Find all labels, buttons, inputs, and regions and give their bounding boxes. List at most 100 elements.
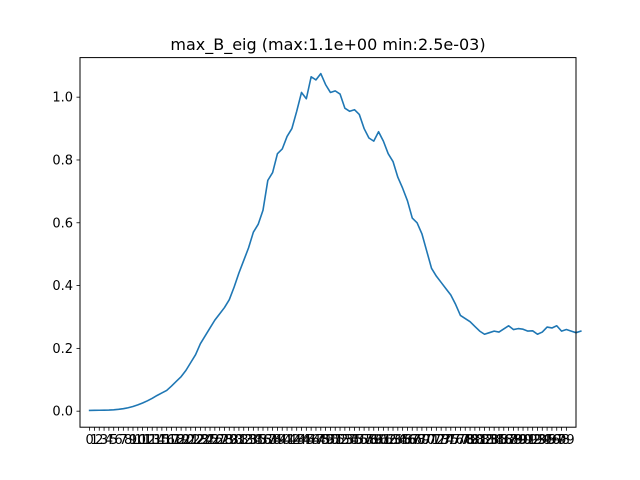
x-tick-label: 73 (433, 433, 450, 448)
x-tick-label: 50 (322, 433, 339, 448)
x-tick-label: 47 (308, 433, 325, 448)
x-tick-label: 84 (486, 433, 503, 448)
x-tick-label: 77 (452, 433, 469, 448)
x-tick-label: 13 (144, 433, 161, 448)
x-tick-label: 2 (95, 433, 103, 448)
x-tick-label: 85 (491, 433, 508, 448)
x-tick-label: 1 (90, 433, 98, 448)
x-tick-label: 94 (534, 433, 551, 448)
x-tick-label: 92 (524, 433, 541, 448)
x-tick-label: 72 (428, 433, 445, 448)
x-tick-label: 21 (182, 433, 199, 448)
x-tick-label: 79 (462, 433, 479, 448)
x-tick-label: 98 (553, 433, 570, 448)
x-tick-label: 10 (130, 433, 147, 448)
x-tick-label: 12 (139, 433, 156, 448)
x-tick-label: 15 (154, 433, 171, 448)
x-tick-label: 38 (264, 433, 281, 448)
x-tick-label: 39 (269, 433, 286, 448)
x-tick-label: 3 (100, 433, 108, 448)
x-tick-label: 23 (192, 433, 209, 448)
x-tick-label: 46 (303, 433, 320, 448)
x-tick-label: 63 (385, 433, 402, 448)
x-tick-label: 43 (288, 433, 305, 448)
x-tick-label: 14 (149, 433, 166, 448)
x-tick-label: 4 (105, 433, 113, 448)
x-tick-label: 96 (544, 433, 561, 448)
x-tick-label: 48 (313, 433, 330, 448)
x-tick-label: 55 (346, 433, 363, 448)
x-tick-label: 22 (187, 433, 204, 448)
x-tick-label: 75 (443, 433, 460, 448)
x-tick-label: 97 (548, 433, 565, 448)
x-tick-label: 25 (202, 433, 219, 448)
x-tick-label: 68 (409, 433, 426, 448)
x-tick-label: 17 (163, 433, 180, 448)
y-tick-label: 0.8 (52, 153, 73, 168)
x-tick-label: 19 (173, 433, 190, 448)
x-tick-label: 65 (394, 433, 411, 448)
x-tick-label: 8 (124, 433, 132, 448)
x-tick-label: 29 (221, 433, 238, 448)
chart-title: max_B_eig (max:1.1e+00 min:2.5e-03) (170, 35, 485, 55)
x-tick-label: 11 (134, 433, 151, 448)
x-tick-label: 89 (510, 433, 527, 448)
x-tick-label: 66 (399, 433, 416, 448)
x-tick-label: 41 (279, 433, 296, 448)
x-tick-label: 32 (235, 433, 252, 448)
x-tick-label: 83 (481, 433, 498, 448)
y-tick-label: 0.2 (52, 342, 73, 357)
x-tick-label: 36 (255, 433, 272, 448)
x-tick-label: 20 (178, 433, 195, 448)
x-tick-label: 70 (418, 433, 435, 448)
x-tick-label: 24 (197, 433, 214, 448)
y-axis: 0.0 0.2 0.4 0.6 0.8 1.0 (52, 91, 80, 420)
x-tick-label: 81 (471, 433, 488, 448)
x-tick-label: 28 (216, 433, 233, 448)
x-tick-label: 69 (414, 433, 431, 448)
x-tick-label: 26 (207, 433, 224, 448)
series-line (88, 72, 582, 412)
x-tick-label: 37 (260, 433, 277, 448)
series-layer (88, 72, 582, 412)
x-tick-label: 62 (380, 433, 397, 448)
x-tick-label: 57 (356, 433, 373, 448)
x-tick-label: 67 (404, 433, 421, 448)
x-tick-label: 54 (341, 433, 358, 448)
x-tick-label: 78 (457, 433, 474, 448)
x-tick-label: 59 (365, 433, 382, 448)
x-tick-label: 56 (351, 433, 368, 448)
x-tick-label: 95 (539, 433, 556, 448)
x-tick-label: 6 (114, 433, 122, 448)
y-tick-label: 0.6 (52, 216, 73, 231)
x-tick-label: 51 (327, 433, 344, 448)
x-tick-label: 31 (231, 433, 248, 448)
x-tick-label: 16 (158, 433, 175, 448)
x-tick-label: 91 (520, 433, 537, 448)
x-tick-label: 53 (337, 433, 354, 448)
x-tick-label: 7 (119, 433, 127, 448)
x-tick-label: 0 (85, 433, 93, 448)
y-tick-label: 1.0 (52, 91, 73, 106)
x-tick-label: 80 (467, 433, 484, 448)
x-tick-label: 74 (438, 433, 455, 448)
x-tick-label: 60 (370, 433, 387, 448)
x-tick-label: 45 (298, 433, 315, 448)
x-tick-label: 64 (390, 433, 407, 448)
x-tick-label: 99 (558, 433, 575, 448)
x-tick-label: 33 (240, 433, 257, 448)
x-tick-label: 52 (332, 433, 349, 448)
x-tick-label: 87 (500, 433, 517, 448)
x-tick-label: 5 (110, 433, 118, 448)
x-tick-label: 58 (361, 433, 378, 448)
x-tick-label: 61 (375, 433, 392, 448)
x-tick-label: 71 (423, 433, 440, 448)
x-tick-label: 9 (129, 433, 137, 448)
x-tick-label: 86 (495, 433, 512, 448)
x-tick-label: 35 (250, 433, 267, 448)
x-tick-label: 82 (476, 433, 493, 448)
x-tick-label: 40 (274, 433, 291, 448)
x-tick-label: 30 (226, 433, 243, 448)
